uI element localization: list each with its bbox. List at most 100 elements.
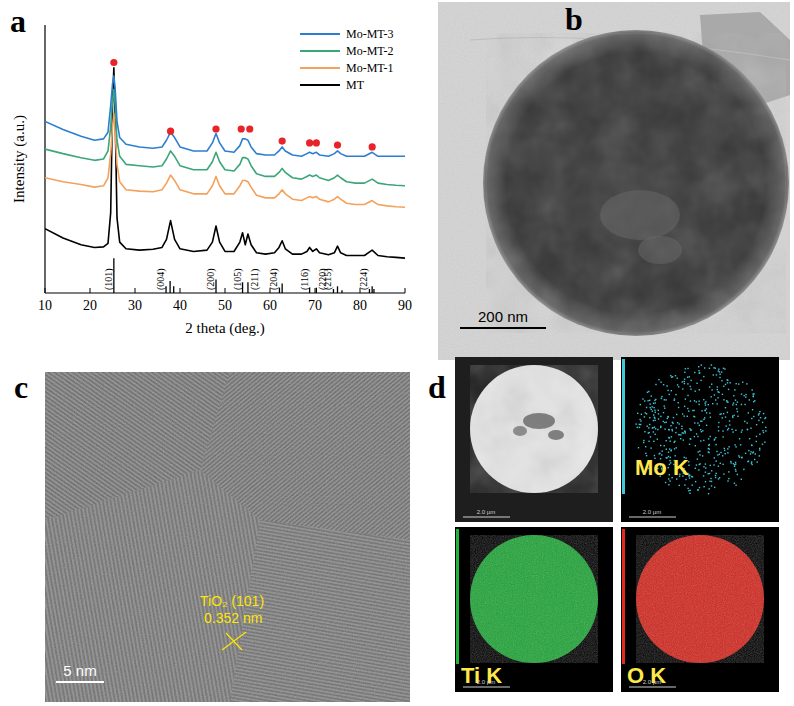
element-count bbox=[725, 384, 726, 385]
x-tick-label: 20 bbox=[83, 298, 97, 313]
element-count bbox=[669, 448, 670, 449]
element-count bbox=[735, 471, 736, 472]
element-count bbox=[675, 394, 676, 395]
x-tick bbox=[45, 288, 46, 293]
element-count bbox=[702, 430, 703, 431]
element-count bbox=[655, 384, 656, 385]
element-texture bbox=[636, 535, 764, 663]
element-count bbox=[648, 391, 649, 392]
legend-swatch bbox=[300, 50, 340, 52]
element-count bbox=[661, 396, 662, 397]
element-count bbox=[701, 364, 702, 365]
element-count bbox=[672, 422, 673, 423]
element-count bbox=[699, 389, 700, 390]
element-count bbox=[684, 415, 685, 416]
reference-stick bbox=[373, 289, 374, 293]
element-count bbox=[722, 430, 723, 431]
element-count bbox=[710, 465, 711, 466]
legend-swatch bbox=[300, 33, 340, 35]
element-count bbox=[748, 450, 749, 451]
element-count bbox=[653, 414, 654, 415]
element-count bbox=[704, 410, 705, 411]
element-count bbox=[684, 379, 685, 380]
element-count bbox=[709, 386, 710, 387]
element-count bbox=[759, 434, 760, 435]
element-count bbox=[718, 466, 719, 467]
element-count bbox=[711, 481, 712, 482]
element-count bbox=[705, 467, 706, 468]
lattice-annotation: TiO₂ (101) bbox=[200, 593, 264, 609]
element-count bbox=[653, 403, 654, 404]
element-count bbox=[691, 476, 692, 477]
element-count bbox=[703, 440, 704, 441]
scale-bar-label: 2.0 µm bbox=[643, 509, 661, 515]
element-count bbox=[729, 420, 730, 421]
intensity-bar bbox=[622, 359, 625, 494]
element-count bbox=[648, 441, 649, 442]
element-count bbox=[668, 429, 669, 430]
reference-stick bbox=[371, 286, 372, 293]
element-count bbox=[710, 417, 711, 418]
element-count bbox=[696, 401, 697, 402]
element-count bbox=[663, 384, 664, 385]
element-count bbox=[717, 389, 718, 390]
element-count bbox=[664, 445, 665, 446]
element-count bbox=[743, 469, 744, 470]
scale-bar-label: 2.0 µm bbox=[643, 679, 661, 685]
element-count bbox=[735, 462, 736, 463]
element-count bbox=[726, 401, 727, 402]
element-count bbox=[639, 427, 640, 428]
element-count bbox=[712, 403, 713, 404]
element-count bbox=[717, 454, 718, 455]
element-count bbox=[698, 370, 699, 371]
fringe-marker bbox=[222, 632, 246, 650]
element-count bbox=[697, 436, 698, 437]
element-count bbox=[701, 421, 702, 422]
reference-stick bbox=[169, 281, 170, 293]
element-count bbox=[717, 391, 718, 392]
element-count bbox=[753, 393, 754, 394]
element-count bbox=[655, 412, 656, 413]
element-count bbox=[709, 448, 710, 449]
element-count bbox=[663, 421, 664, 422]
peak-marker bbox=[306, 139, 313, 146]
element-count bbox=[690, 429, 691, 430]
d-spacing: 0.352 nm bbox=[204, 610, 262, 626]
element-count bbox=[664, 405, 665, 406]
legend-label: MT bbox=[346, 78, 365, 92]
element-count bbox=[762, 430, 763, 431]
peak-marker bbox=[246, 125, 253, 132]
element-count bbox=[694, 400, 695, 401]
element-count bbox=[671, 377, 672, 378]
element-count bbox=[750, 453, 751, 454]
element-count bbox=[735, 446, 736, 447]
element-count bbox=[697, 458, 698, 459]
peak-marker bbox=[334, 141, 341, 148]
element-count bbox=[681, 428, 682, 429]
element-count bbox=[722, 436, 723, 437]
element-count bbox=[671, 449, 672, 450]
element-count bbox=[699, 372, 700, 373]
element-count bbox=[732, 404, 733, 405]
legend-label: Mo-MT-3 bbox=[346, 27, 394, 41]
element-count bbox=[753, 395, 754, 396]
element-count bbox=[759, 455, 760, 456]
panel-letter: c bbox=[14, 369, 28, 405]
element-count bbox=[664, 428, 665, 429]
reference-label: (211) bbox=[249, 269, 261, 290]
element-count bbox=[765, 427, 766, 428]
element-count bbox=[732, 431, 733, 432]
scale-bar bbox=[463, 517, 510, 518]
element-count bbox=[685, 398, 686, 399]
element-count bbox=[730, 461, 731, 462]
element-count bbox=[739, 438, 740, 439]
element-count bbox=[745, 453, 746, 454]
element-count bbox=[694, 416, 695, 417]
element-count bbox=[690, 490, 691, 491]
peak-marker bbox=[279, 137, 286, 144]
element-count bbox=[752, 389, 753, 390]
reference-label: (105) bbox=[232, 268, 244, 290]
x-tick-label: 80 bbox=[353, 298, 367, 313]
particle bbox=[483, 30, 789, 336]
element-count bbox=[690, 438, 691, 439]
